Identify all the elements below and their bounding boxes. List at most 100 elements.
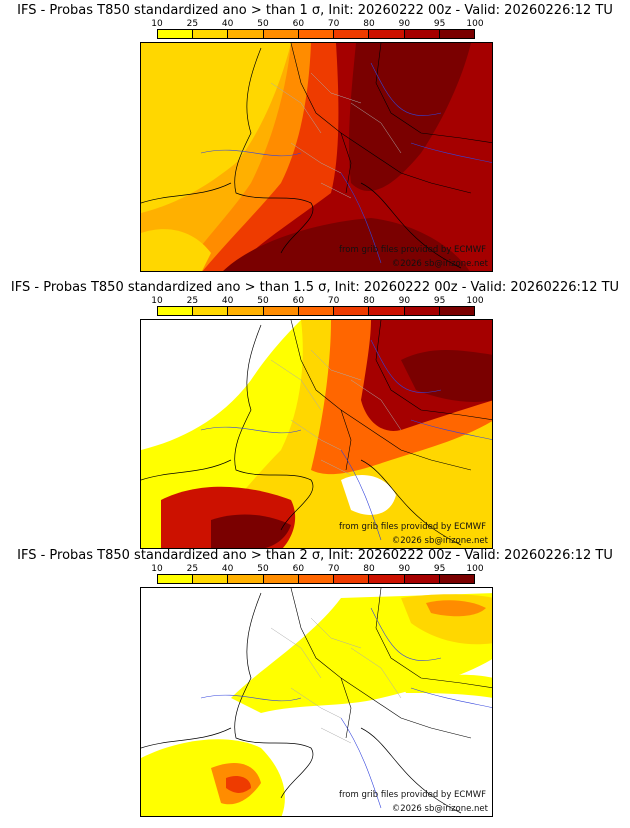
colorbar-tick-label: 95 — [433, 296, 446, 306]
map-drawing — [141, 320, 492, 548]
colorbar-tick-label: 90 — [398, 564, 411, 574]
map-panel-1: IFS - Probas T850 standardized ano > tha… — [0, 4, 630, 274]
colorbar-swatch — [334, 30, 370, 38]
regional-borders — [270, 72, 402, 199]
colorbar-swatch — [298, 575, 335, 583]
coastline — [141, 592, 462, 814]
coastline — [141, 324, 462, 546]
colorbar-swatches — [157, 29, 475, 39]
prob-bin-25-30-west — [141, 43, 291, 213]
colorbar-swatch — [404, 307, 440, 315]
colorbar-tick-label: 95 — [433, 19, 446, 29]
colorbar-swatches — [157, 574, 475, 584]
colorbar-tick-label: 80 — [363, 296, 375, 306]
probability-map: from grib files provided by ECMWF ©2026 … — [140, 319, 493, 549]
rivers — [200, 62, 492, 264]
colorbar-swatch — [228, 307, 264, 315]
map-drawing — [141, 588, 492, 816]
prob-bin-90-95-sw — [211, 514, 291, 548]
rivers — [200, 607, 492, 809]
copyright: ©2026 sb@irizone.net — [391, 536, 488, 546]
colorbar-tick-label: 90 — [398, 296, 411, 306]
colorbar-tick-label: 10 — [151, 19, 163, 29]
colorbar-ticks: 10 25 40 50 60 70 80 90 95 100 — [151, 296, 483, 306]
colorbar-swatch — [439, 307, 474, 315]
colorbar-swatch — [263, 30, 299, 38]
colorbar-ticks: 10 25 40 50 60 70 80 90 95 100 — [151, 19, 483, 29]
data-credit: from grib files provided by ECMWF — [339, 245, 486, 255]
map-title: IFS - Probas T850 standardized ano > tha… — [17, 3, 613, 18]
data-credit: from grib files provided by ECMWF — [339, 522, 486, 532]
prob-bin-60-70-sw — [226, 776, 251, 793]
prob-bin-90-95-south — [223, 218, 470, 271]
colorbar-swatch — [369, 30, 405, 38]
colorbar-swatch — [193, 307, 229, 315]
colorbar-tick-label: 10 — [151, 564, 163, 574]
colorbar-tick-label: 50 — [257, 296, 269, 306]
colorbar-swatch — [404, 30, 440, 38]
regional-borders — [270, 617, 402, 744]
colorbar-swatches — [157, 306, 475, 316]
rivers — [200, 339, 492, 541]
colorbar-tick-label: 25 — [186, 19, 199, 29]
colorbar-tick-label: 60 — [292, 19, 305, 29]
colorbar-tick-label: 70 — [327, 19, 340, 29]
colorbar-swatch — [158, 575, 194, 583]
colorbar-tick-label: 80 — [363, 564, 375, 574]
colorbar: 10 25 40 50 60 70 80 90 95 100 — [151, 296, 484, 316]
colorbar-swatch — [228, 30, 264, 38]
colorbar-tick-label: 40 — [221, 19, 234, 29]
colorbar-swatch — [298, 307, 335, 315]
national-borders — [290, 588, 492, 739]
colorbar-swatch — [439, 575, 474, 583]
colorbar-swatch — [334, 307, 370, 315]
colorbar-tick-label: 100 — [466, 296, 484, 306]
colorbar-tick-label: 10 — [151, 296, 163, 306]
colorbar-tick-label: 70 — [327, 564, 340, 574]
national-borders — [290, 320, 492, 471]
clear-area-west — [141, 320, 281, 440]
colorbar-swatch — [158, 307, 194, 315]
colorbar: 10 25 40 50 60 70 80 90 95 100 — [151, 19, 484, 39]
colorbar-swatch — [404, 575, 440, 583]
colorbar-tick-label: 50 — [257, 19, 269, 29]
colorbar-ticks: 10 25 40 50 60 70 80 90 95 100 — [151, 564, 483, 574]
copyright: ©2026 sb@irizone.net — [391, 259, 488, 269]
colorbar-swatch — [193, 575, 229, 583]
colorbar-tick-label: 90 — [398, 19, 411, 29]
colorbar-swatch — [439, 30, 474, 38]
colorbar-tick-label: 25 — [186, 296, 199, 306]
colorbar-swatch — [193, 30, 229, 38]
prob-bin-90-95-ne — [401, 350, 492, 402]
probability-map: from grib files provided by ECMWF ©2026 … — [140, 587, 493, 817]
colorbar-tick-label: 40 — [221, 564, 234, 574]
regional-borders — [270, 349, 402, 476]
colorbar-swatch — [298, 30, 335, 38]
colorbar-swatch — [369, 307, 405, 315]
colorbar-swatch — [263, 307, 299, 315]
prob-bin-25-30-spain — [141, 229, 211, 271]
probability-map: from grib files provided by ECMWF ©2026 … — [140, 42, 493, 272]
map-title: IFS - Probas T850 standardized ano > tha… — [10, 280, 620, 295]
colorbar-tick-label: 25 — [186, 564, 199, 574]
coastline — [141, 47, 462, 269]
colorbar-tick-label: 80 — [363, 19, 375, 29]
colorbar-tick-label: 60 — [292, 296, 305, 306]
colorbar-swatch — [263, 575, 299, 583]
colorbar-tick-label: 40 — [221, 296, 234, 306]
colorbar-swatch — [334, 575, 370, 583]
colorbar-swatch — [158, 30, 194, 38]
colorbar-swatch — [228, 575, 264, 583]
map-panel-2: IFS - Probas T850 standardized ano > tha… — [0, 281, 630, 551]
map-drawing — [141, 43, 492, 271]
colorbar-tick-label: 50 — [257, 564, 269, 574]
colorbar-tick-label: 60 — [292, 564, 305, 574]
colorbar-tick-label: 100 — [466, 564, 484, 574]
national-borders — [290, 43, 492, 194]
colorbar-tick-label: 95 — [433, 564, 446, 574]
clear-area-med — [341, 475, 396, 515]
colorbar: 10 25 40 50 60 70 80 90 95 100 — [151, 564, 484, 584]
colorbar-swatch — [369, 575, 405, 583]
map-title: IFS - Probas T850 standardized ano > tha… — [17, 548, 613, 563]
map-panel-3: IFS - Probas T850 standardized ano > tha… — [0, 549, 630, 819]
